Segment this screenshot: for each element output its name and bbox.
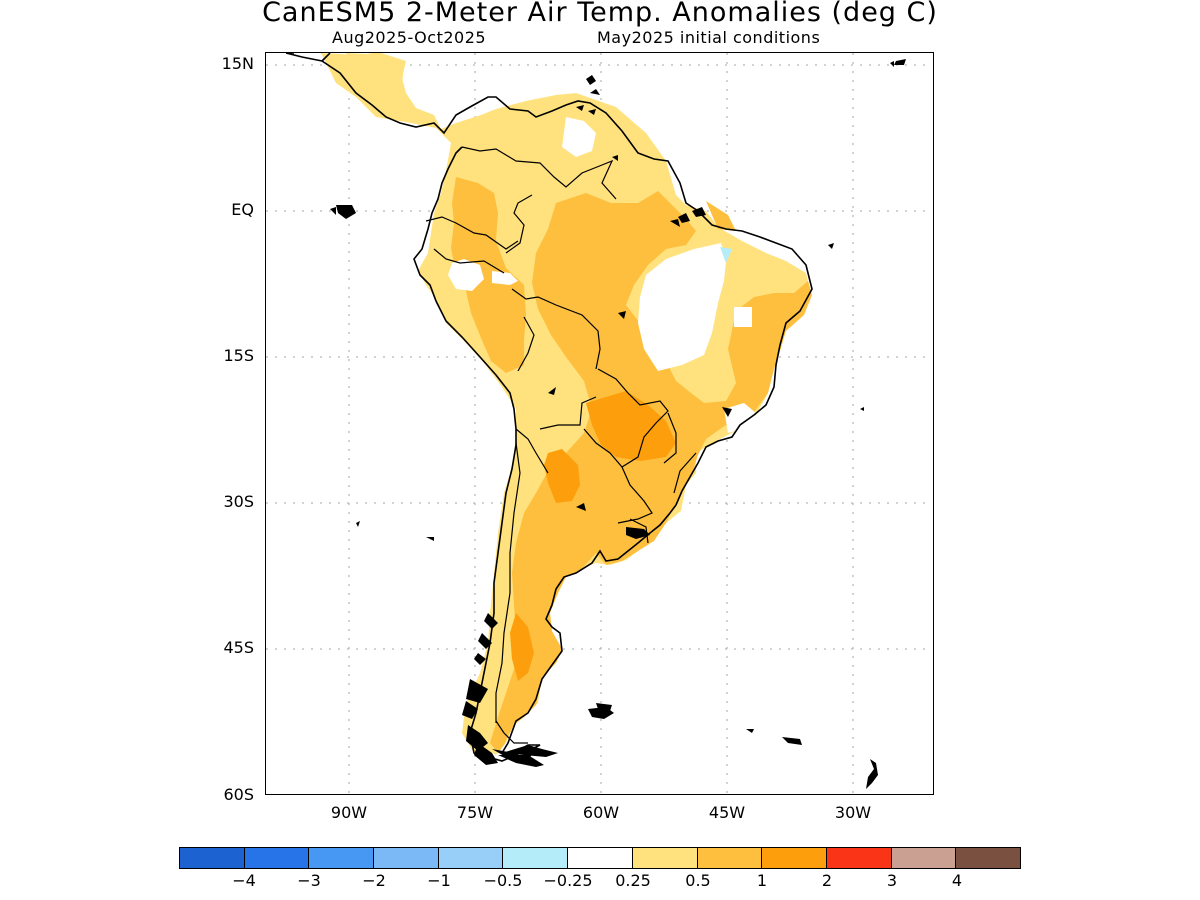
x-tick-label: 75W bbox=[456, 803, 494, 822]
colorbar-label: 0.25 bbox=[615, 871, 651, 890]
forecast-period: Aug2025-Oct2025 bbox=[332, 28, 487, 47]
colorbar-label: 2 bbox=[821, 871, 833, 890]
colorbar-swatch bbox=[309, 848, 375, 868]
chart-title: CanESM5 2-Meter Air Temp. Anomalies (deg… bbox=[262, 0, 938, 28]
colorbar-label: −2 bbox=[362, 871, 386, 890]
colorbar-swatch bbox=[374, 848, 439, 868]
y-tick-label: 15N bbox=[221, 54, 254, 73]
y-tick-label: 60S bbox=[223, 785, 254, 804]
x-tick-label: 60W bbox=[582, 803, 620, 822]
colorbar-swatch bbox=[438, 848, 504, 868]
anomaly-fill-negative-speck bbox=[720, 247, 732, 263]
map-frame bbox=[265, 52, 934, 795]
anomaly-fill-0-5-to-1 bbox=[451, 177, 812, 753]
colorbar-swatch bbox=[568, 848, 633, 868]
colorbar-label: −4 bbox=[232, 871, 256, 890]
x-tick-label: 90W bbox=[330, 803, 368, 822]
colorbar-label: 1 bbox=[756, 871, 768, 890]
colorbar-swatch bbox=[244, 848, 310, 868]
x-tick-label: 45W bbox=[708, 803, 746, 822]
x-tick-label: 30W bbox=[834, 803, 872, 822]
y-tick-label: 15S bbox=[223, 346, 254, 365]
anomaly-fill-1-to-2 bbox=[510, 391, 676, 681]
colorbar-swatch bbox=[891, 848, 957, 868]
colorbar-swatch bbox=[956, 848, 1020, 868]
country-borders bbox=[425, 146, 697, 744]
colorbar-swatch bbox=[826, 848, 892, 868]
colorbar-swatch bbox=[632, 848, 698, 868]
colorbar-swatch bbox=[503, 848, 569, 868]
colorbar-label: −1 bbox=[427, 871, 451, 890]
colorbar bbox=[179, 847, 1021, 869]
y-tick-label: 30S bbox=[223, 492, 254, 511]
south-america-anomaly-map bbox=[266, 52, 932, 793]
colorbar-swatch bbox=[180, 848, 245, 868]
y-tick-label: 45S bbox=[223, 638, 254, 657]
colorbar-label: −0.25 bbox=[543, 871, 593, 890]
colorbar-label: 4 bbox=[951, 871, 963, 890]
initial-conditions: May2025 initial conditions bbox=[597, 28, 821, 47]
islands bbox=[330, 59, 906, 789]
colorbar-swatch bbox=[762, 848, 827, 868]
anomaly-fill-near-zero bbox=[448, 117, 756, 433]
colorbar-label: −0.5 bbox=[483, 871, 523, 890]
colorbar-label: 0.5 bbox=[685, 871, 711, 890]
colorbar-label: −3 bbox=[297, 871, 321, 890]
y-tick-label: EQ bbox=[231, 200, 254, 219]
colorbar-label: 3 bbox=[886, 871, 898, 890]
colorbar-swatch bbox=[697, 848, 763, 868]
